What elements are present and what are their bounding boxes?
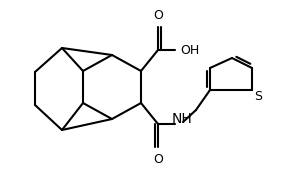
Text: NH: NH — [172, 112, 193, 126]
Text: O: O — [153, 9, 163, 22]
Text: OH: OH — [180, 44, 199, 56]
Text: S: S — [254, 90, 262, 104]
Text: O: O — [153, 153, 163, 166]
